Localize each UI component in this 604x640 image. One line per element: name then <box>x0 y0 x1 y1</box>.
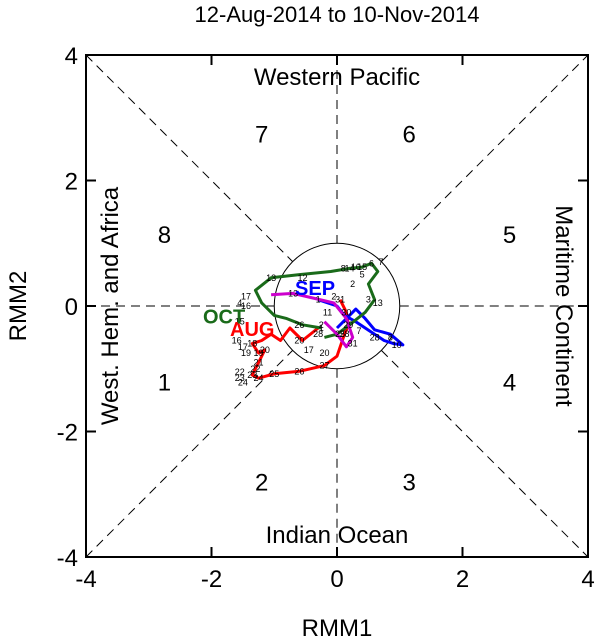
day-label: 25 <box>269 369 279 379</box>
day-label: 19 <box>254 348 264 358</box>
series-line-sep <box>317 298 405 347</box>
y-axis-label: RMM2 <box>5 271 32 342</box>
x-tick-label: -2 <box>201 566 222 593</box>
day-label: 10 <box>392 340 402 350</box>
region-top-label: Western Pacific <box>254 64 420 91</box>
series-line-oct <box>253 261 380 339</box>
day-label: 2 <box>319 320 324 330</box>
day-label: 2 <box>350 279 355 289</box>
day-label: 7 <box>356 326 361 336</box>
phase-number: 2 <box>255 470 268 497</box>
day-label: 14 <box>345 263 355 273</box>
day-label: 22 <box>250 364 260 374</box>
month-labels-layer: AUG SEP OCT <box>203 278 335 341</box>
phase-number: 6 <box>402 121 415 148</box>
y-tick-label: -4 <box>57 545 78 572</box>
day-label: 5 <box>360 270 365 280</box>
day-label: 23 <box>235 373 245 383</box>
day-label: 21 <box>254 357 264 367</box>
day-label: 20 <box>319 348 329 358</box>
diagonal-lower-left <box>85 350 293 558</box>
day-label: 31 <box>335 295 345 305</box>
series-line-nov <box>271 291 355 349</box>
x-tick-label: 4 <box>581 566 594 593</box>
day-label: 17 <box>304 345 314 355</box>
day-label: 16 <box>232 336 242 346</box>
x-tick-label: 2 <box>456 566 469 593</box>
day-label: 12 <box>297 273 307 283</box>
day-label: 2 <box>331 292 336 302</box>
day-label: 13 <box>373 298 383 308</box>
day-label: 6 <box>369 258 374 268</box>
phase-number: 8 <box>158 222 171 249</box>
diagonal-lower-right <box>381 350 589 558</box>
day-label: 1 <box>319 323 324 333</box>
day-label: 4 <box>237 298 242 308</box>
day-label: 7 <box>378 257 383 267</box>
x-axis-label: RMM1 <box>302 615 373 640</box>
day-label: 16 <box>241 301 251 311</box>
day-label: 10 <box>351 262 361 272</box>
month-label-oct: OCT <box>203 306 245 328</box>
day-label: 28 <box>370 332 380 342</box>
day-label: 24 <box>254 373 264 383</box>
day-label: 15 <box>235 317 245 327</box>
day-label: 20 <box>294 336 304 346</box>
series-layer <box>250 261 405 380</box>
region-bottom-label: Indian Ocean <box>266 522 409 549</box>
day-label: 23 <box>247 370 257 380</box>
day-label: 13 <box>266 273 276 283</box>
region-right-label: Maritime Continent <box>550 205 577 407</box>
chart-title: 12-Aug-2014 to 10-Nov-2014 <box>195 2 480 27</box>
day-label: 26 <box>294 366 304 376</box>
day-label: 31 <box>348 339 358 349</box>
day-label: 20 <box>260 345 270 355</box>
day-label: 28 <box>340 329 350 339</box>
unit-circle <box>273 242 401 370</box>
x-tick-label: -4 <box>75 566 96 593</box>
month-label-aug: AUG <box>230 319 274 341</box>
day-label: 1 <box>316 295 321 305</box>
y-tick-label: 4 <box>65 43 78 70</box>
day-label: 3 <box>366 295 371 305</box>
day-label: 22 <box>235 367 245 377</box>
y-tick-label: 0 <box>65 294 78 321</box>
day-label: 17 <box>241 292 251 302</box>
day-label: 24 <box>238 378 248 388</box>
day-label: 18 <box>247 339 257 349</box>
day-label: 28 <box>313 329 323 339</box>
region-left-label: West. Hem. and Africa <box>97 186 124 425</box>
day-label: 13 <box>288 288 298 298</box>
phase-number: 5 <box>503 222 516 249</box>
day-label: 27 <box>319 361 329 371</box>
month-label-sep: SEP <box>295 278 335 300</box>
day-label: 15 <box>357 262 367 272</box>
day-label: 17 <box>238 342 248 352</box>
y-tick-label: 2 <box>65 169 78 196</box>
phase-number: 1 <box>158 369 171 396</box>
day-label: 8 <box>341 263 346 273</box>
x-tick-label: 0 <box>330 566 343 593</box>
day-label: 19 <box>241 348 251 358</box>
day-label: 29 <box>343 320 353 330</box>
phase-guides <box>85 54 589 558</box>
day-label: 30 <box>341 307 351 317</box>
diagonal-upper-left <box>85 54 293 262</box>
phase-number: 7 <box>255 121 268 148</box>
diagonal-upper-right <box>381 54 589 262</box>
day-label: 25 <box>335 329 345 339</box>
y-tick-label: -2 <box>57 420 78 447</box>
phase-number: 4 <box>503 369 516 396</box>
day-label: 26 <box>294 320 304 330</box>
day-label: 11 <box>323 307 332 317</box>
phase-number: 3 <box>402 470 415 497</box>
day-label: 8 <box>388 332 393 342</box>
